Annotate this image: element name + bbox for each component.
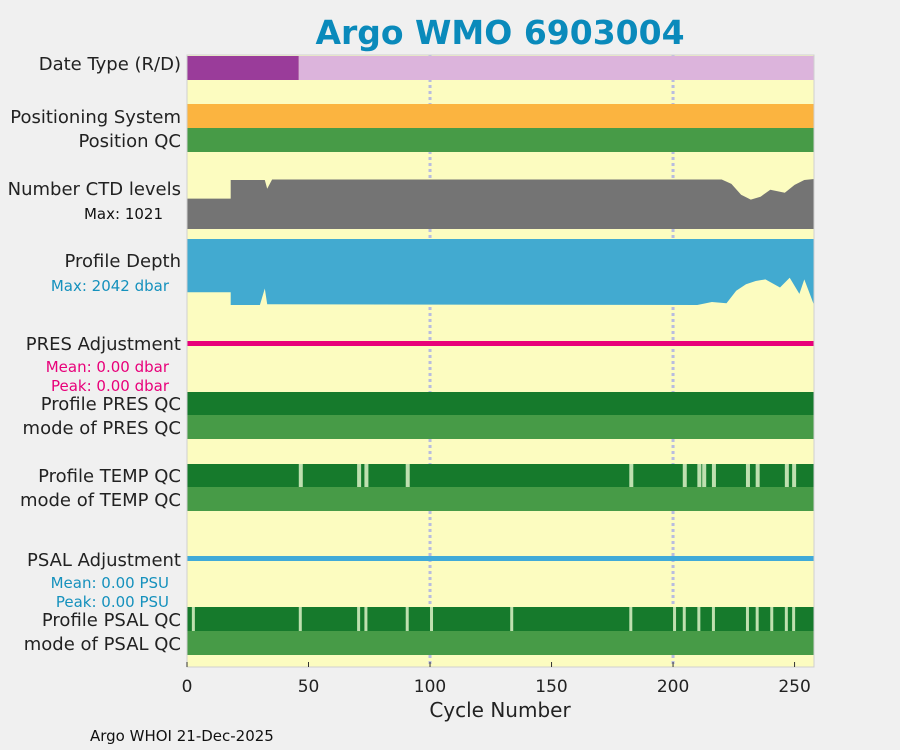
label-mode-pres-qc: mode of PRES QC bbox=[23, 418, 181, 439]
temp-qc-gap-6 bbox=[697, 464, 702, 487]
label-ctd-max: Max: 1021 bbox=[84, 205, 163, 223]
label-profile-depth: Profile Depth bbox=[64, 251, 181, 272]
footer-credit: Argo WHOI 21-Dec-2025 bbox=[90, 727, 274, 745]
psal-qc-gap-15 bbox=[784, 607, 788, 631]
plot-frame bbox=[186, 54, 815, 668]
date-type-realtime-bar bbox=[298, 56, 814, 80]
label-depth-max: Max: 2042 dbar bbox=[51, 277, 170, 295]
psal-qc-gap-12 bbox=[745, 607, 749, 631]
temp-qc-gap-11 bbox=[784, 464, 789, 487]
label-date-type: Date Type (R/D) bbox=[39, 54, 181, 75]
ctd-levels-area bbox=[187, 179, 814, 229]
label-psal-mean: Mean: 0.00 PSU bbox=[51, 574, 169, 592]
temp-qc-gap-5 bbox=[682, 464, 687, 487]
plot-area bbox=[186, 54, 815, 668]
psal-qc-gap-8 bbox=[673, 607, 677, 631]
temp-qc-gap-10 bbox=[755, 464, 760, 487]
label-pres-adjustment: PRES Adjustment bbox=[26, 334, 181, 355]
profile-psal-qc-bar bbox=[187, 607, 814, 631]
psal-qc-gap-7 bbox=[629, 607, 633, 631]
psal-qc-gap-11 bbox=[711, 607, 715, 631]
label-position-qc: Position QC bbox=[78, 131, 181, 152]
profile-temp-qc-bar bbox=[187, 464, 814, 487]
temp-qc-gap-3 bbox=[405, 464, 410, 487]
mode-psal-qc-bar bbox=[187, 631, 814, 655]
psal-qc-gap-6 bbox=[510, 607, 514, 631]
x-axis-label: Cycle Number bbox=[429, 698, 571, 722]
chart-title: Argo WMO 6903004 bbox=[315, 13, 684, 52]
row-labels: Date Type (R/D) Positioning System Posit… bbox=[8, 54, 181, 655]
psal-qc-gap-14 bbox=[770, 607, 774, 631]
plot-background bbox=[187, 55, 814, 667]
mode-pres-qc-bar bbox=[187, 415, 814, 439]
temp-qc-gap-2 bbox=[364, 464, 369, 487]
psal-qc-gap-3 bbox=[364, 607, 368, 631]
pres-adjustment-line bbox=[187, 341, 814, 346]
temp-qc-gap-9 bbox=[745, 464, 750, 487]
psal-qc-gap-4 bbox=[405, 607, 409, 631]
x-tick-label-1: 50 bbox=[298, 677, 320, 697]
label-profile-pres-qc: Profile PRES QC bbox=[41, 394, 181, 415]
temp-qc-gap-1 bbox=[357, 464, 362, 487]
psal-adjustment-line bbox=[187, 556, 814, 561]
x-tick-label-3: 150 bbox=[535, 677, 567, 697]
profile-pres-qc-bar bbox=[187, 392, 814, 415]
temp-qc-gap-7 bbox=[702, 464, 707, 487]
psal-qc-gap-1 bbox=[298, 607, 302, 631]
positioning-system-bar bbox=[187, 104, 814, 128]
psal-qc-gap-16 bbox=[792, 607, 796, 631]
psal-qc-gap-9 bbox=[682, 607, 686, 631]
position-qc-bar bbox=[187, 128, 814, 152]
label-positioning-system: Positioning System bbox=[10, 107, 181, 128]
psal-qc-gap-5 bbox=[430, 607, 434, 631]
label-profile-temp-qc: Profile TEMP QC bbox=[38, 466, 181, 487]
label-psal-adjustment: PSAL Adjustment bbox=[27, 550, 181, 571]
temp-qc-gap-0 bbox=[298, 464, 303, 487]
label-psal-peak: Peak: 0.00 PSU bbox=[56, 593, 169, 611]
date-type-delayed-bar bbox=[187, 56, 299, 80]
temp-qc-gap-12 bbox=[792, 464, 797, 487]
temp-qc-gap-8 bbox=[711, 464, 716, 487]
label-pres-peak: Peak: 0.00 dbar bbox=[51, 377, 170, 395]
psal-qc-gap-2 bbox=[357, 607, 361, 631]
label-pres-mean: Mean: 0.00 dbar bbox=[46, 358, 170, 376]
temp-qc-gap-4 bbox=[629, 464, 634, 487]
x-axis-ticks: 0 50 100 150 200 250 bbox=[182, 662, 811, 697]
profile-depth-area bbox=[187, 239, 814, 305]
x-tick-label-0: 0 bbox=[182, 677, 193, 697]
x-tick-label-4: 200 bbox=[657, 677, 689, 697]
x-tick-label-2: 100 bbox=[414, 677, 446, 697]
x-tick-label-5: 250 bbox=[778, 677, 810, 697]
label-profile-psal-qc: Profile PSAL QC bbox=[42, 610, 181, 631]
label-mode-temp-qc: mode of TEMP QC bbox=[20, 490, 181, 511]
psal-qc-gap-0 bbox=[191, 607, 195, 631]
psal-qc-gap-10 bbox=[697, 607, 701, 631]
mode-temp-qc-bar bbox=[187, 487, 814, 511]
label-ctd-levels: Number CTD levels bbox=[8, 179, 181, 200]
label-mode-psal-qc: mode of PSAL QC bbox=[24, 634, 181, 655]
psal-qc-gap-13 bbox=[755, 607, 759, 631]
